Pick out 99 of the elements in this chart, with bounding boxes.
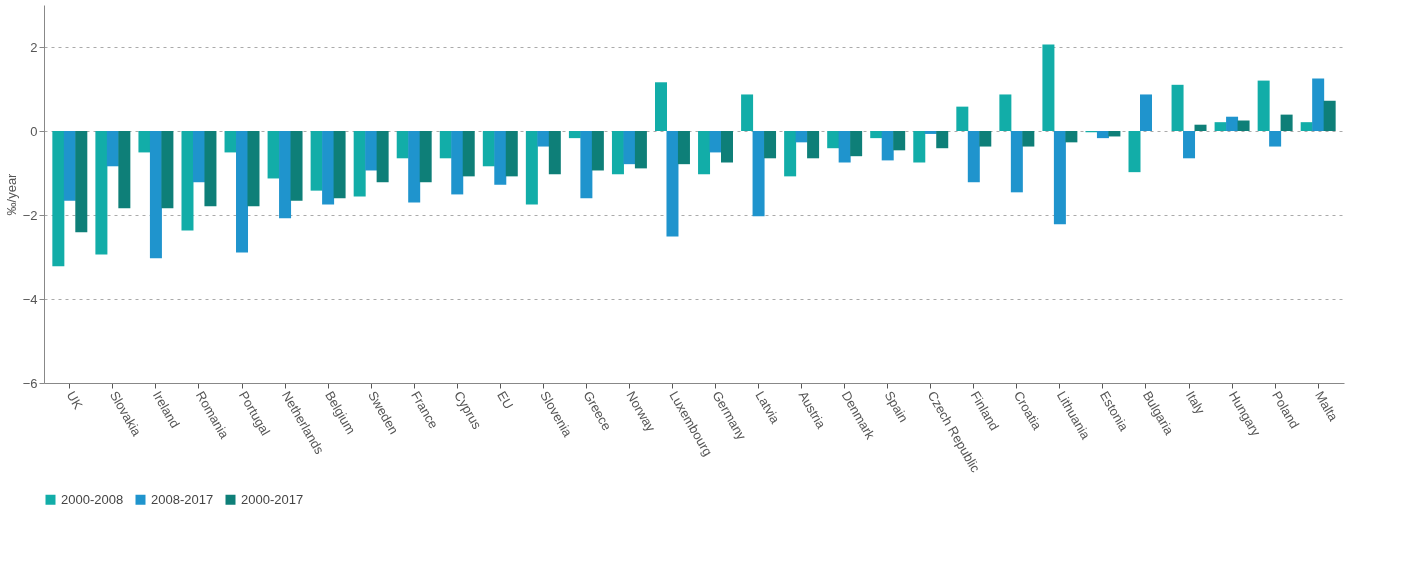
bar [138,131,151,153]
bar [677,131,690,165]
bar [525,131,538,205]
bar [181,131,194,231]
bar [537,131,550,147]
bar [1226,116,1239,131]
bar [979,131,992,147]
bar [451,131,464,195]
y-tick-label: −2 [22,207,38,223]
bar [333,131,346,199]
x-tick-label: EU [494,388,517,412]
bar [353,131,366,197]
bar [1312,78,1325,131]
bar [365,131,378,171]
bar [752,131,765,217]
bar [247,131,260,207]
bar [709,131,722,153]
bar [161,131,174,209]
bar [482,131,495,167]
bar [1257,80,1270,131]
bar [376,131,389,183]
bar [1171,84,1184,131]
y-tick-label: −6 [22,375,38,391]
y-tick-label: 0 [30,123,38,139]
bar [913,131,926,163]
bar [1323,100,1336,131]
bar [419,131,432,183]
bar [623,131,636,165]
bar [838,131,851,163]
bar [634,131,647,169]
bar [666,131,679,237]
bar [290,131,303,201]
bar [52,131,65,267]
bar [827,131,840,149]
bar [936,131,949,149]
bar [1065,131,1078,143]
y-tick-label: 2 [30,39,38,55]
bar [1280,114,1293,131]
bar [439,131,452,159]
bar [494,131,507,185]
bar [999,94,1012,131]
bar [1237,120,1250,131]
legend-label: 2000-2017 [241,491,304,507]
bar [1300,122,1313,131]
bar [1042,44,1055,131]
bar [95,131,108,255]
bar [75,131,88,233]
bar [568,131,581,139]
bar [881,131,894,161]
bar [106,131,119,167]
bar [310,131,323,191]
bar [1194,124,1207,131]
bar [118,131,131,209]
y-axis-title: ‰/year [3,172,19,216]
bar [956,106,969,131]
bar [1022,131,1035,147]
bar [1214,122,1227,131]
bar [1108,131,1121,137]
bar [924,131,937,134]
bar [1053,131,1066,225]
bar [63,131,76,201]
bar [591,131,604,171]
bar [698,131,711,175]
bar [741,94,754,131]
bar [204,131,217,207]
bar [1183,131,1196,159]
bar [224,131,237,153]
bar [967,131,980,183]
bar [893,131,906,151]
legend-label: 2000-2008 [61,491,124,507]
bar [149,131,162,259]
bar [505,131,518,177]
legend-label: 2008-2017 [151,491,214,507]
x-tick-label: UK [63,388,86,412]
bar [1269,131,1282,147]
bar [580,131,593,199]
bar [462,131,475,177]
bar [850,131,863,157]
bar [611,131,624,175]
bar [784,131,797,177]
bar [1128,131,1141,173]
bar [396,131,409,159]
y-tick-label: −4 [22,291,38,307]
bar [548,131,561,175]
bar [408,131,421,203]
bar [1096,131,1109,139]
bar [870,131,883,139]
bar [192,131,205,183]
bar [322,131,335,205]
bar [807,131,820,159]
bar [279,131,292,219]
bar [1139,94,1152,131]
bar [721,131,733,163]
x-tick-label: Italy [1182,388,1209,418]
bar [267,131,280,179]
bar [655,82,667,131]
bar [764,131,777,159]
bar [236,131,249,253]
bar [1010,131,1023,193]
